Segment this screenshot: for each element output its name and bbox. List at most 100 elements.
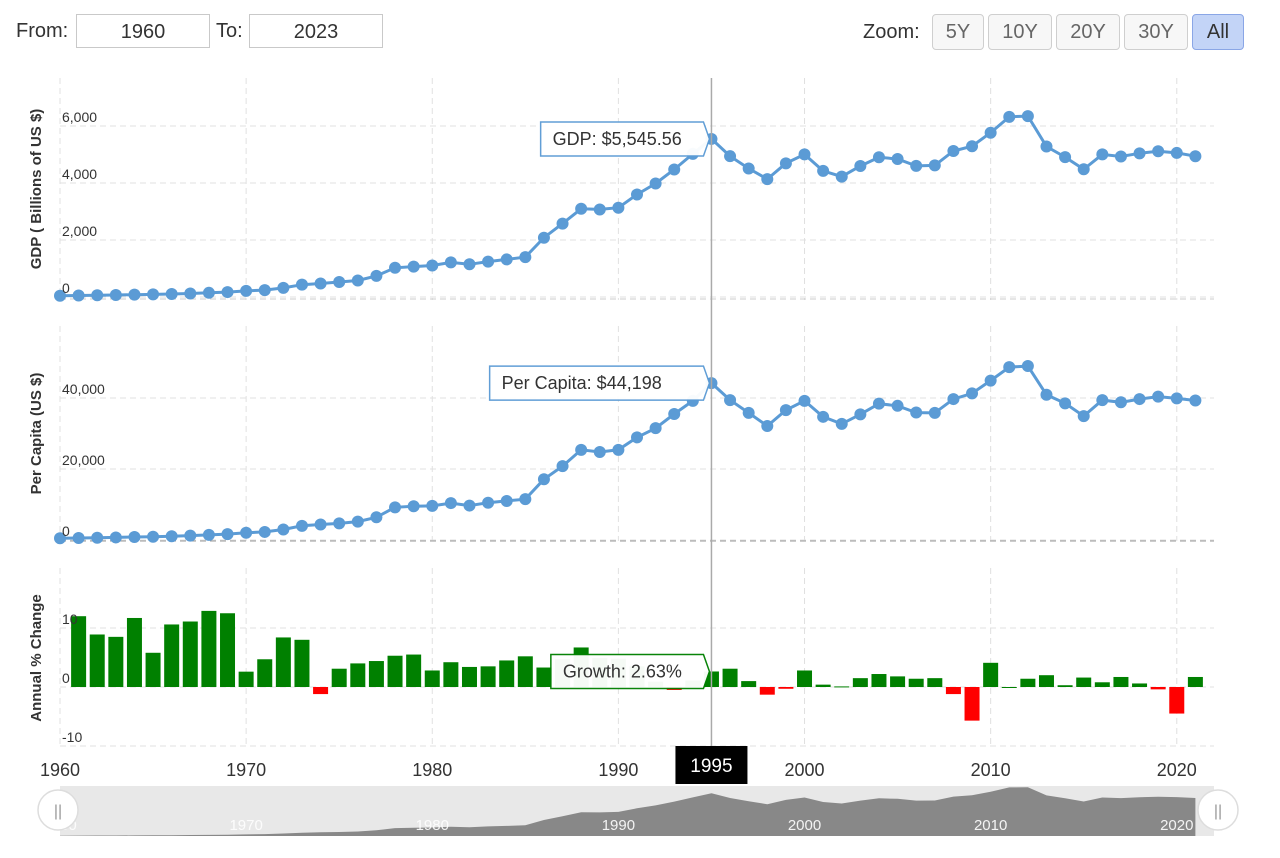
gdp-point [128, 288, 141, 301]
per-capita-point [370, 511, 383, 524]
per-capita-point [500, 494, 513, 507]
growth-bar [461, 666, 477, 687]
from-label: From: [16, 20, 69, 42]
gdp-point [1114, 150, 1127, 163]
gdp-point [1040, 140, 1053, 153]
per-capita-point [482, 496, 495, 509]
zoom-5y-button[interactable]: 5Y [932, 14, 984, 50]
growth-bar [424, 670, 440, 687]
gdp-point [109, 289, 122, 302]
navigator-label: 2000 [788, 817, 821, 834]
per-capita-point [1114, 396, 1127, 409]
growth-bar [871, 674, 887, 687]
gdp-point [1189, 150, 1202, 163]
per-capita-point [910, 406, 923, 419]
zoom-30y-button[interactable]: 30Y [1124, 14, 1188, 50]
gdp-point [91, 289, 104, 302]
per-capita-point [314, 518, 327, 531]
gdp-point [966, 140, 979, 153]
per-capita-point [593, 445, 606, 458]
per-capita-point [575, 443, 588, 456]
per-capita-point [463, 499, 476, 512]
navigator-label: 2020 [1160, 817, 1193, 834]
zoom-all-button[interactable]: All [1192, 14, 1244, 50]
range-controls: From: 1960 To: 2023 Zoom: 5Y 10Y 20Y 30Y… [0, 0, 1280, 64]
y-tick-label: 20,000 [62, 452, 105, 468]
growth-bar [908, 678, 924, 687]
per-capita-point [872, 397, 885, 410]
per-capita-tooltip-text: Per Capita: $44,198 [502, 373, 662, 393]
gdp-point [389, 261, 402, 274]
navigator-right-handle[interactable] [1197, 789, 1239, 831]
growth-bar [89, 634, 105, 687]
x-tick-label: 1990 [598, 760, 638, 780]
navigator-label: 1990 [602, 817, 635, 834]
gdp-point [575, 202, 588, 215]
per-capita-point [128, 531, 141, 544]
per-capita-point [277, 523, 290, 536]
navigator-left-handle[interactable] [37, 789, 79, 831]
gdp-point [761, 173, 774, 186]
y-tick-label: 10 [62, 611, 78, 627]
growth-bar [164, 624, 180, 687]
growth-bar [1169, 687, 1185, 714]
to-year-input[interactable]: 2023 [249, 14, 383, 48]
gdp-point [202, 286, 215, 299]
growth-bar [964, 687, 980, 721]
per-capita-point [1133, 393, 1146, 406]
per-capita-point [612, 443, 625, 456]
gdp-point [314, 277, 327, 290]
gdp-point [1021, 110, 1034, 123]
growth-bar [108, 636, 124, 687]
per-capita-point [333, 517, 346, 530]
growth-bar [759, 687, 775, 695]
per-capita-point [854, 408, 867, 421]
growth-bar [499, 660, 515, 687]
growth-bar [145, 652, 161, 687]
growth-bar [1076, 677, 1092, 687]
growth-bar [1132, 683, 1148, 687]
gdp-point [779, 157, 792, 170]
growth-bar [1150, 687, 1166, 690]
gdp-point [798, 148, 811, 161]
growth-bar [275, 637, 291, 687]
gdp-point [835, 170, 848, 183]
per-capita-point [928, 406, 941, 419]
gdp-point [1077, 163, 1090, 176]
growth-bar [778, 687, 794, 689]
per-capita-point [798, 394, 811, 407]
gdp-point [1170, 146, 1183, 159]
gdp-tooltip-box [539, 121, 711, 157]
zoom-10y-button[interactable]: 10Y [988, 14, 1052, 50]
gdp-point [370, 269, 383, 282]
gdp-point [258, 284, 271, 297]
from-year-input[interactable]: 1960 [76, 14, 210, 48]
growth-tooltip-text: Growth: 2.63% [563, 661, 682, 681]
navigator-left-handle-grip: || [54, 803, 62, 820]
per-capita-point [165, 530, 178, 543]
zoom-20y-button[interactable]: 20Y [1056, 14, 1120, 50]
y-axis-title: Per Capita (US $) [28, 373, 45, 495]
gdp-point [556, 217, 569, 230]
gdp-point [1059, 151, 1072, 164]
per-capita-point [742, 406, 755, 419]
growth-bar [331, 668, 347, 687]
gdp-point [817, 164, 830, 177]
gdp-point [295, 278, 308, 291]
growth-bar [480, 666, 496, 687]
per-capita-point [444, 497, 457, 510]
per-capita-point [1189, 394, 1202, 407]
growth-bar [238, 671, 254, 687]
x-tick-label: 1970 [226, 760, 266, 780]
per-capita-point [426, 499, 439, 512]
gdp-point [407, 260, 420, 273]
per-capita-point [649, 422, 662, 435]
growth-bar [257, 659, 273, 687]
y-axis-title: Annual % Change [28, 594, 45, 722]
per-capita-point [556, 460, 569, 473]
gdp-point [519, 251, 532, 264]
gdp-point [947, 144, 960, 157]
gdp-point [351, 274, 364, 287]
gdp-point [593, 203, 606, 216]
